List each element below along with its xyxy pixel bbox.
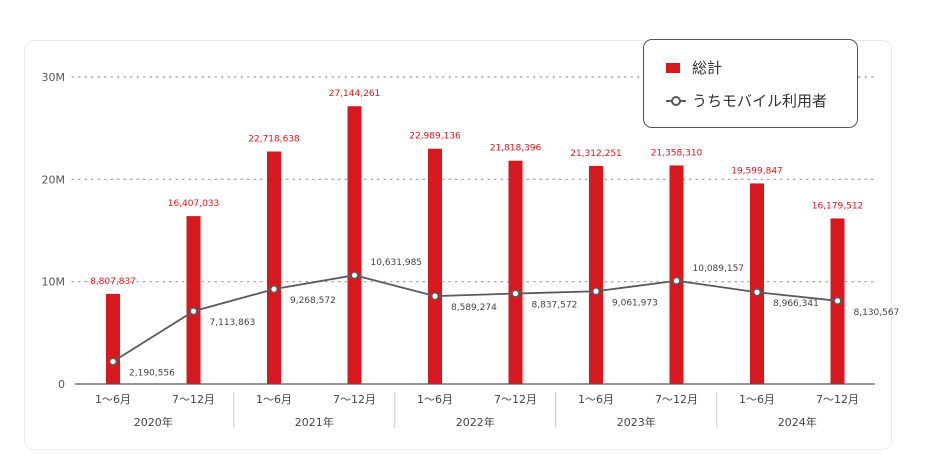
line-value-label: 10,631,985	[371, 258, 423, 268]
x-tick-label: 7〜12月	[494, 393, 537, 406]
bar-value-label: 8,807,837	[90, 277, 136, 287]
x-tick-label: 1〜6月	[95, 393, 131, 406]
line-point	[591, 287, 601, 296]
bar	[428, 148, 442, 384]
bar-value-label: 16,179,512	[812, 201, 864, 211]
x-tick-label: 1〜6月	[417, 393, 453, 406]
line-value-label: 2,190,556	[129, 369, 175, 379]
line-value-label: 9,061,973	[612, 298, 658, 308]
line-point	[350, 270, 359, 280]
bar-value-label: 19,599,847	[731, 166, 783, 176]
x-tick-label: 7〜12月	[172, 393, 215, 406]
bar-value-label: 21,358,310	[651, 148, 703, 158]
bar	[750, 183, 764, 384]
x-tick-label: 7〜12月	[333, 393, 376, 406]
line-value-label: 8,130,567	[854, 308, 900, 318]
legend-label-mobile: うちモバイル利用者	[692, 92, 828, 110]
line-point	[672, 276, 681, 285]
line-point	[430, 291, 440, 301]
x-group-label: 2023年	[617, 415, 656, 429]
line-value-label: 8,837,572	[532, 301, 578, 311]
x-group-label: 2020年	[134, 415, 173, 429]
bar	[186, 216, 201, 384]
line-value-label: 9,268,572	[290, 296, 336, 306]
bar	[106, 293, 120, 384]
x-group-label: 2021年	[295, 415, 334, 429]
line-point	[189, 307, 198, 316]
line-point	[833, 296, 842, 305]
bar	[267, 151, 281, 384]
legend-item-mobile[interactable]: うちモバイル利用者	[666, 90, 827, 111]
y-tick-label: 30M	[42, 71, 66, 84]
line-point	[752, 288, 762, 297]
x-tick-label: 1〜6月	[578, 393, 614, 406]
line-point	[269, 284, 279, 294]
bar-value-label: 21,818,396	[490, 144, 542, 154]
bar-value-label: 22,989,136	[409, 132, 461, 142]
legend-swatch-bar	[666, 62, 680, 73]
legend-label-total: 総計	[692, 59, 723, 77]
legend-swatch-line	[666, 95, 686, 107]
bar	[508, 160, 523, 384]
x-tick-label: 7〜12月	[816, 393, 859, 406]
x-group-label: 2022年	[456, 415, 495, 429]
line-point	[511, 289, 520, 298]
line-value-label: 8,966,341	[773, 299, 819, 309]
line-series	[112, 274, 838, 363]
y-tick-label: 10M	[42, 276, 66, 289]
y-tick-label: 20M	[42, 173, 66, 186]
line-value-label: 10,089,157	[693, 264, 745, 274]
bar-value-label: 16,407,033	[168, 199, 220, 209]
bar-value-label: 27,144,261	[329, 89, 381, 99]
x-tick-label: 1〜6月	[256, 393, 292, 406]
line-point	[108, 357, 118, 366]
line-value-label: 7,113,863	[210, 318, 256, 328]
y-tick-label: 0	[58, 378, 65, 391]
x-group-label: 2024年	[778, 415, 817, 429]
bar	[347, 106, 362, 385]
bar-value-label: 21,312,251	[570, 149, 622, 159]
x-tick-label: 1〜6月	[739, 393, 775, 406]
bar	[589, 165, 603, 384]
legend: 総計 うちモバイル利用者	[643, 39, 858, 128]
x-tick-label: 7〜12月	[655, 393, 698, 406]
legend-item-total[interactable]: 総計	[666, 57, 722, 78]
line-value-label: 8,589,274	[451, 303, 497, 313]
bar	[669, 165, 684, 384]
bar-value-label: 22,718,638	[248, 135, 300, 145]
